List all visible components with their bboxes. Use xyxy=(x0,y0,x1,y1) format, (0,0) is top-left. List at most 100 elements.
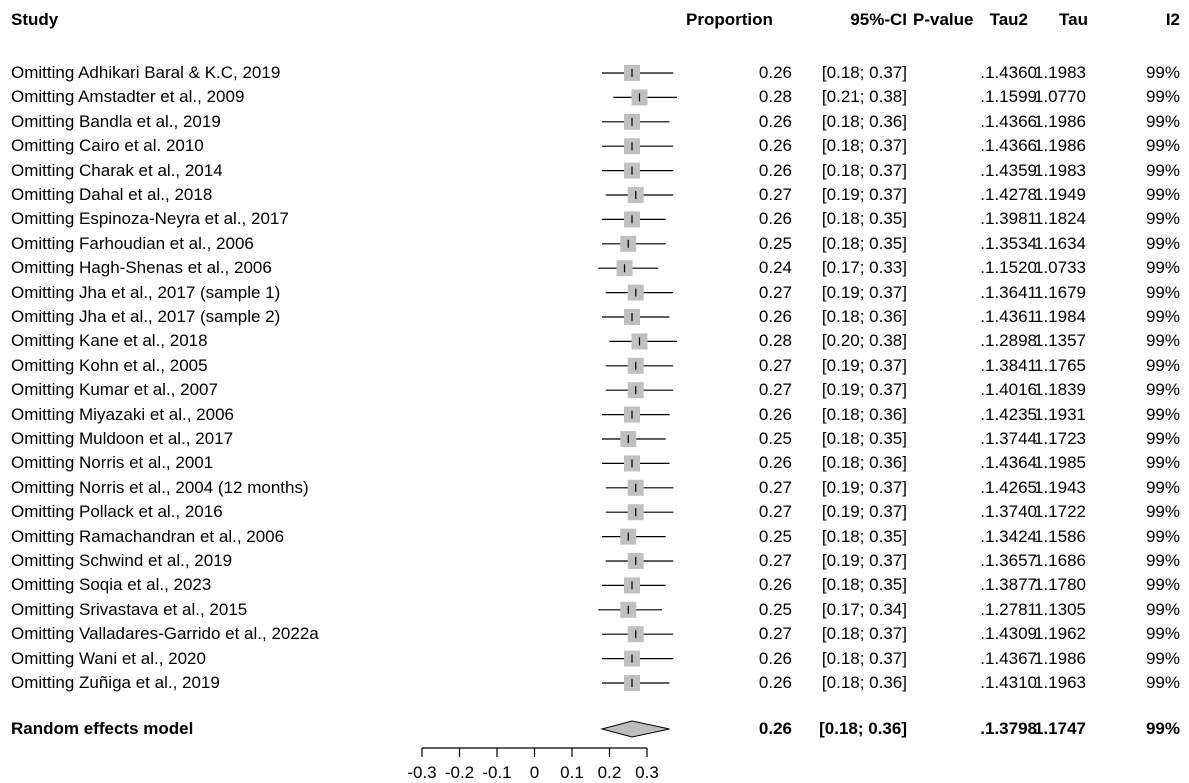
study-label: Omitting Cairo et al. 2010 xyxy=(11,136,204,156)
pvalue-cell: . xyxy=(980,575,985,595)
i2-cell: 99% xyxy=(1145,526,1180,546)
tau2-cell: 1.1599 xyxy=(985,87,1037,107)
proportion-cell: 0.25 xyxy=(758,233,792,253)
i2-cell: 99% xyxy=(1145,111,1180,131)
ci-cell: [0.18; 0.37] xyxy=(821,648,907,668)
i2-cell: 99% xyxy=(1145,258,1180,278)
tau-cell: 1.1949 xyxy=(1034,185,1086,204)
study-label: Omitting Kane et al., 2018 xyxy=(11,331,208,351)
proportion-cell: 0.26 xyxy=(758,209,792,229)
study-label: Omitting Hagh-Shenas et al., 2006 xyxy=(11,258,272,278)
pvalue-cell: . xyxy=(980,599,985,619)
summary-proportion-cell: 0.26 xyxy=(758,719,792,738)
summary-tau-cell: 1.1747 xyxy=(1034,719,1086,738)
pvalue-cell: . xyxy=(980,331,985,351)
i2-cell: 99% xyxy=(1145,355,1180,375)
pvalue-cell: . xyxy=(980,502,985,522)
proportion-cell: 0.27 xyxy=(758,477,792,497)
ci-cell: [0.18; 0.36] xyxy=(821,111,907,131)
tau-cell: 1.1723 xyxy=(1034,429,1086,448)
pvalue-cell: . xyxy=(980,380,985,400)
tau-cell: 1.1780 xyxy=(1034,575,1086,595)
pvalue-cell: . xyxy=(980,404,985,424)
ci-cell: [0.18; 0.35] xyxy=(821,429,907,448)
tau2-cell: 1.4235 xyxy=(985,404,1037,424)
i2-cell: 99% xyxy=(1145,307,1180,326)
study-label: Omitting Espinoza-Neyra et al., 2017 xyxy=(11,209,289,229)
tau-cell: 1.1984 xyxy=(1034,307,1086,326)
tau-cell: 1.1983 xyxy=(1034,63,1086,82)
study-label: Omitting Miyazaki et al., 2006 xyxy=(11,404,234,424)
i2-cell: 99% xyxy=(1145,599,1180,619)
tau-cell: 1.1634 xyxy=(1034,233,1086,253)
proportion-cell: 0.27 xyxy=(758,380,792,400)
header-proportion: Proportion xyxy=(686,10,773,29)
summary-diamond xyxy=(600,720,670,738)
tau2-cell: 1.4309 xyxy=(985,624,1037,644)
proportion-cell: 0.26 xyxy=(758,648,792,668)
x-tick-label: -0.3 xyxy=(407,763,436,782)
proportion-cell: 0.26 xyxy=(758,404,792,424)
i2-cell: 99% xyxy=(1145,502,1180,522)
study-label: Omitting Soqia et al., 2023 xyxy=(11,575,212,595)
proportion-cell: 0.26 xyxy=(758,575,792,595)
proportion-cell: 0.27 xyxy=(758,551,792,570)
tau-cell: 1.1943 xyxy=(1034,477,1086,497)
tau2-cell: 1.4367 xyxy=(985,648,1037,668)
tau-cell: 1.1824 xyxy=(1034,209,1086,229)
pvalue-cell: . xyxy=(980,111,985,131)
tau2-cell: 1.4359 xyxy=(985,160,1037,180)
ci-cell: [0.18; 0.37] xyxy=(821,160,907,180)
header-tau2: Tau2 xyxy=(989,10,1028,29)
ci-cell: [0.17; 0.34] xyxy=(821,599,907,619)
tau-cell: 1.1686 xyxy=(1034,551,1086,570)
pvalue-cell: . xyxy=(980,87,985,107)
proportion-cell: 0.26 xyxy=(758,307,792,326)
header-i2: I2 xyxy=(1165,10,1180,29)
pvalue-cell: . xyxy=(980,526,985,546)
ci-cell: [0.17; 0.33] xyxy=(821,258,907,278)
proportion-cell: 0.26 xyxy=(758,111,792,131)
pvalue-cell: . xyxy=(980,453,985,473)
tau2-cell: 1.3657 xyxy=(985,551,1037,570)
proportion-cell: 0.25 xyxy=(758,429,792,448)
i2-cell: 99% xyxy=(1145,404,1180,424)
tau2-cell: 1.3641 xyxy=(985,282,1037,302)
proportion-cell: 0.26 xyxy=(758,63,792,82)
tau-cell: 1.1679 xyxy=(1034,282,1086,302)
tau-cell: 1.0733 xyxy=(1034,258,1086,278)
proportion-cell: 0.24 xyxy=(758,258,792,278)
i2-cell: 99% xyxy=(1145,673,1180,692)
tau2-cell: 1.3424 xyxy=(985,526,1037,546)
study-label: Omitting Kohn et al., 2005 xyxy=(11,355,208,375)
proportion-cell: 0.26 xyxy=(758,673,792,692)
i2-cell: 99% xyxy=(1145,380,1180,400)
proportion-cell: 0.27 xyxy=(758,624,792,644)
study-label: Omitting Schwind et al., 2019 xyxy=(11,551,233,570)
summary-label: Random effects model xyxy=(11,719,194,738)
study-label: Omitting Pollack et al., 2016 xyxy=(11,502,223,522)
tau-cell: 1.1839 xyxy=(1034,380,1086,400)
tau2-cell: 1.3981 xyxy=(985,209,1037,229)
ci-cell: [0.18; 0.35] xyxy=(821,233,907,253)
study-label: Omitting Wani et al., 2020 xyxy=(11,648,206,668)
proportion-cell: 0.27 xyxy=(758,355,792,375)
pvalue-cell: . xyxy=(980,185,985,204)
tau2-cell: 1.1520 xyxy=(985,258,1037,278)
study-label: Omitting Jha et al., 2017 (sample 2) xyxy=(11,307,281,326)
i2-cell: 99% xyxy=(1145,209,1180,229)
study-label: Omitting Jha et al., 2017 (sample 1) xyxy=(11,282,281,302)
tau2-cell: 1.4310 xyxy=(985,673,1037,692)
tau-cell: 1.1305 xyxy=(1034,599,1086,619)
study-label: Omitting Muldoon et al., 2017 xyxy=(11,429,234,448)
tau2-cell: 1.4361 xyxy=(985,307,1037,326)
ci-cell: [0.18; 0.36] xyxy=(821,404,907,424)
i2-cell: 99% xyxy=(1145,136,1180,156)
tau2-cell: 1.4265 xyxy=(985,477,1037,497)
tau2-cell: 1.3841 xyxy=(985,355,1037,375)
i2-cell: 99% xyxy=(1145,648,1180,668)
tau-cell: 1.1985 xyxy=(1034,453,1086,473)
study-label: Omitting Charak et al., 2014 xyxy=(11,160,223,180)
tau2-cell: 1.3877 xyxy=(985,575,1037,595)
tau2-cell: 1.3744 xyxy=(985,429,1037,448)
